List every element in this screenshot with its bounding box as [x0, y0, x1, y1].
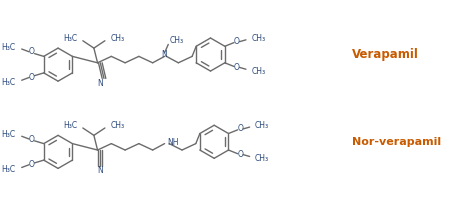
Text: N: N — [162, 50, 167, 59]
Text: O: O — [238, 150, 243, 159]
Text: O: O — [29, 73, 35, 82]
Text: O: O — [29, 160, 35, 169]
Text: O: O — [234, 37, 240, 46]
Text: N: N — [98, 166, 103, 175]
Text: CH₃: CH₃ — [110, 34, 125, 42]
Text: O: O — [234, 63, 240, 72]
Text: O: O — [29, 47, 35, 56]
Text: H₃C: H₃C — [1, 78, 15, 87]
Text: H₃C: H₃C — [1, 165, 15, 174]
Text: CH₃: CH₃ — [110, 121, 125, 130]
Text: CH₃: CH₃ — [170, 36, 184, 45]
Text: CH₃: CH₃ — [255, 121, 269, 130]
Text: H₃C: H₃C — [1, 43, 15, 52]
Text: H₃C: H₃C — [63, 34, 77, 42]
Text: Nor-verapamil: Nor-verapamil — [352, 137, 441, 147]
Text: CH₃: CH₃ — [255, 154, 269, 163]
Text: CH₃: CH₃ — [252, 34, 266, 42]
Text: Verapamil: Verapamil — [352, 48, 419, 61]
Text: H₃C: H₃C — [63, 121, 77, 130]
Text: O: O — [238, 124, 243, 133]
Text: O: O — [29, 135, 35, 143]
Text: N: N — [98, 78, 103, 88]
Text: CH₃: CH₃ — [252, 66, 266, 76]
Text: H₃C: H₃C — [1, 130, 15, 139]
Text: NH: NH — [167, 138, 179, 147]
